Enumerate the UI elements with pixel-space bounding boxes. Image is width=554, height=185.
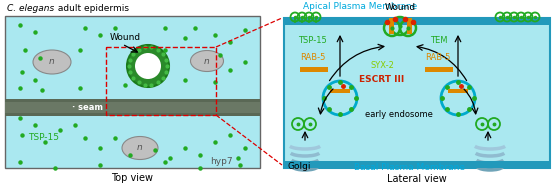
Bar	[300, 67, 328, 72]
Bar	[284, 18, 550, 168]
Text: SYX-2: SYX-2	[370, 61, 394, 70]
Circle shape	[135, 53, 161, 79]
Bar	[284, 161, 550, 168]
Text: Wound: Wound	[384, 3, 416, 12]
FancyBboxPatch shape	[5, 102, 260, 113]
Bar	[106, 47, 216, 115]
Text: Apical Plasma Membrane: Apical Plasma Membrane	[303, 2, 417, 11]
Text: TSP-15: TSP-15	[28, 134, 59, 142]
Bar	[425, 67, 453, 72]
Ellipse shape	[191, 51, 223, 71]
Text: RAB-5: RAB-5	[425, 53, 450, 62]
Text: Top view: Top view	[111, 173, 153, 183]
Circle shape	[127, 45, 169, 87]
Text: RAB-5: RAB-5	[300, 53, 325, 62]
Text: C. elegans: C. elegans	[7, 4, 54, 13]
Ellipse shape	[122, 137, 158, 159]
Text: n: n	[204, 56, 210, 65]
Text: TEM: TEM	[430, 36, 448, 45]
Bar	[284, 18, 550, 25]
Text: ESCRT III: ESCRT III	[360, 75, 404, 84]
Text: n: n	[49, 58, 55, 66]
Bar	[407, 18, 412, 34]
Text: TSP-15: TSP-15	[298, 36, 327, 45]
Bar	[330, 89, 350, 93]
Ellipse shape	[33, 50, 71, 74]
Text: Wound: Wound	[110, 33, 141, 43]
Text: Lateral view: Lateral view	[387, 174, 447, 184]
Text: · seam: · seam	[72, 103, 103, 112]
Bar	[448, 89, 468, 93]
FancyBboxPatch shape	[5, 99, 260, 116]
Text: hyp7: hyp7	[210, 157, 233, 166]
Text: early endosome: early endosome	[365, 110, 433, 119]
Text: Basal Plasma Membrane: Basal Plasma Membrane	[355, 163, 465, 172]
Text: n: n	[137, 144, 143, 152]
Bar	[388, 18, 393, 34]
Text: Golgi: Golgi	[288, 162, 311, 171]
Bar	[5, 16, 260, 168]
Text: adult epidermis: adult epidermis	[55, 4, 129, 13]
